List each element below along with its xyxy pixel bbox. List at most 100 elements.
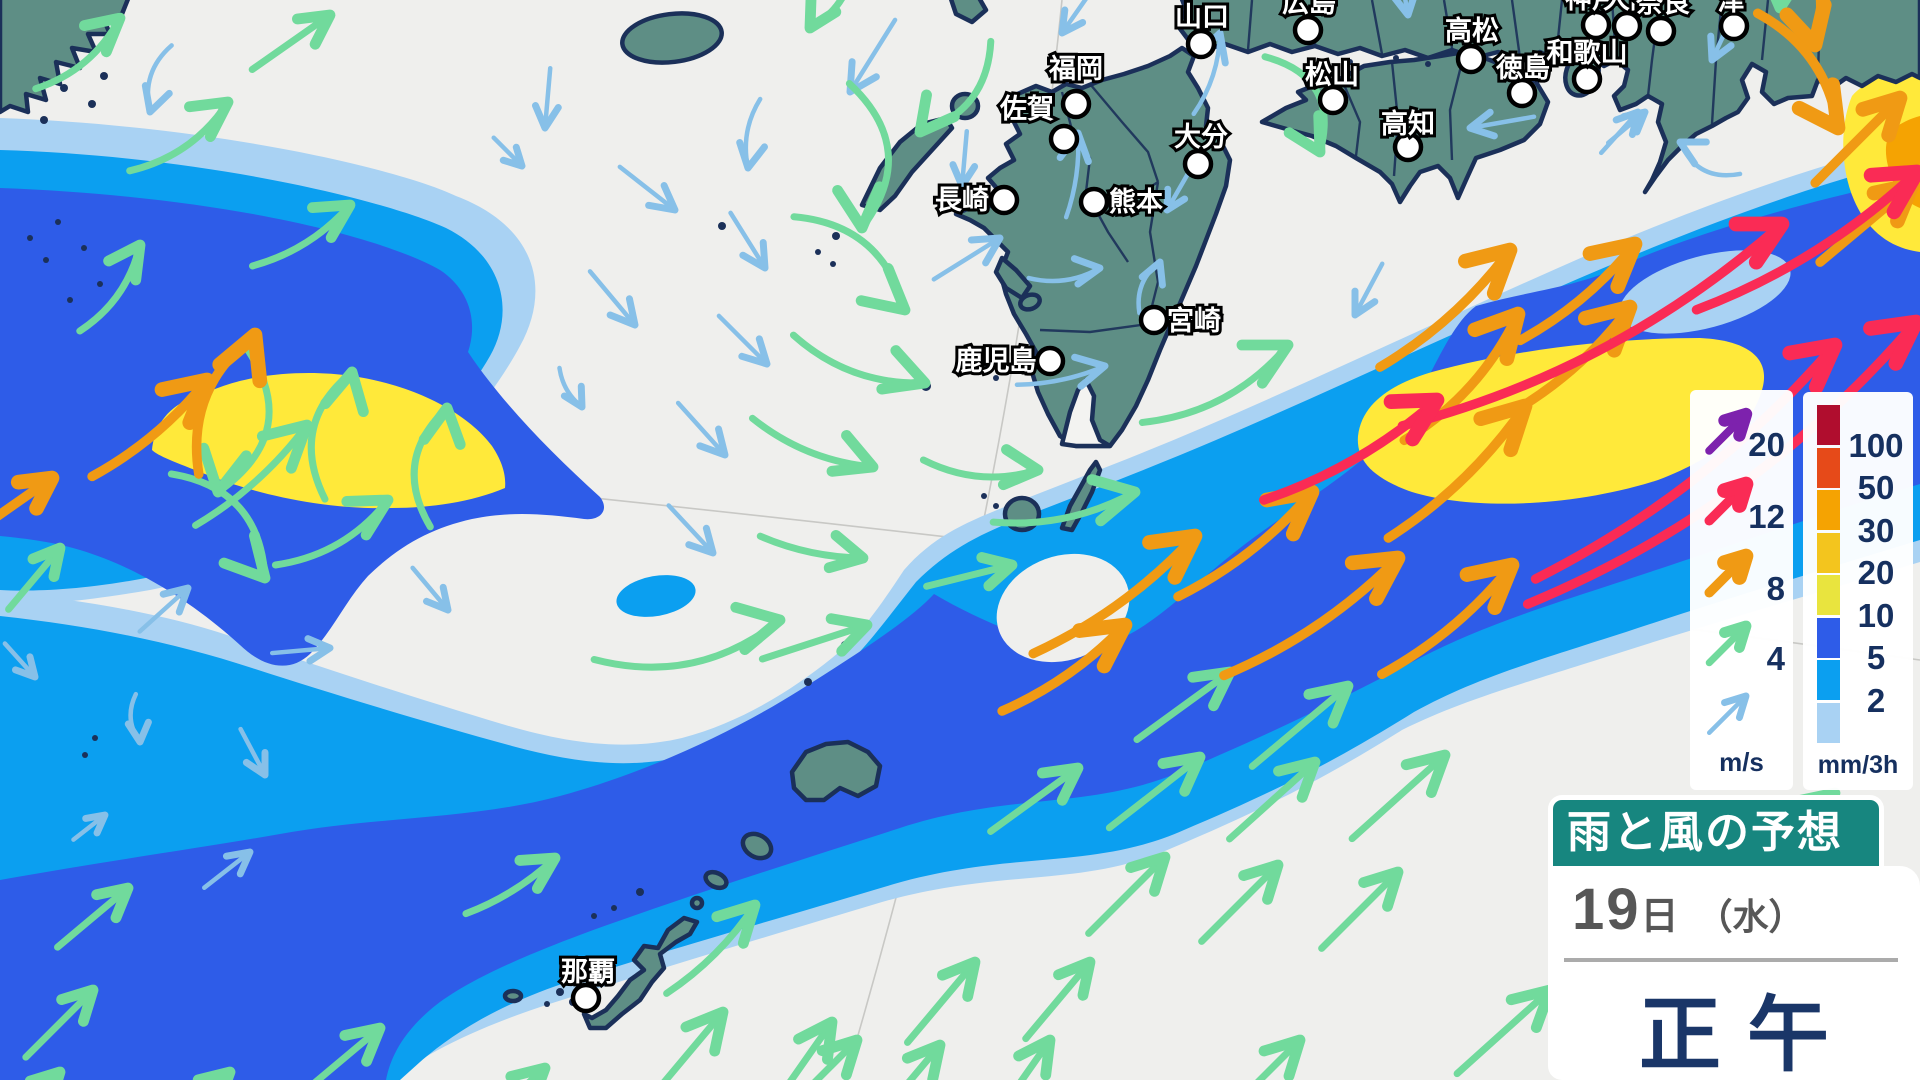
wind-arrow	[0, 470, 60, 521]
rain-area-intense	[1357, 338, 1765, 504]
wind-arrow	[54, 882, 134, 951]
wind-arrow	[812, 1034, 863, 1080]
city-marker	[1645, 15, 1677, 47]
wind-arrow	[410, 402, 466, 531]
precip-legend-block	[1817, 532, 1840, 573]
wind-arrow	[1351, 261, 1385, 319]
islet-dot	[556, 988, 564, 996]
islet-dot	[981, 493, 987, 499]
precip-legend-block	[1817, 490, 1840, 530]
city-marker-group: 宮崎	[1138, 302, 1224, 339]
wind-arrow	[1255, 1034, 1306, 1080]
precip-legend-block	[1817, 575, 1840, 615]
islet-dot	[718, 222, 726, 230]
wind-arrow	[126, 96, 234, 175]
city-marker	[1138, 304, 1170, 336]
wind-arrow	[587, 269, 639, 329]
wind-arrow	[71, 811, 109, 842]
islet-dot	[67, 297, 73, 303]
islet-dot	[591, 913, 597, 919]
precip-legend-block	[1817, 405, 1840, 445]
city-marker-group: 那覇	[558, 954, 618, 1014]
wind-arrow	[1704, 548, 1754, 598]
city-label: 山口	[1175, 2, 1229, 32]
wind-arrow	[1259, 392, 1445, 505]
precip-legend-block	[1817, 617, 1840, 658]
city-marker	[1048, 123, 1080, 155]
wind-arrow	[192, 1066, 236, 1080]
wind-arrow	[491, 135, 526, 170]
forecast-title-text: 雨と風の予想	[1567, 808, 1843, 857]
city-label: 高知	[1381, 108, 1435, 139]
precip-legend-block	[1817, 702, 1840, 743]
wind-arrow	[137, 584, 192, 634]
land-honshu	[1175, 0, 1920, 195]
wind-arrow	[923, 552, 1018, 592]
land-kume	[502, 988, 524, 1004]
city-marker	[570, 982, 602, 1014]
islet-dot	[544, 1001, 550, 1007]
wind-arrow	[1704, 476, 1754, 526]
wind-arrow	[1779, 0, 1832, 53]
precip-legend-value: 100	[1848, 426, 1904, 464]
islet-dot	[92, 735, 98, 741]
islet-dot	[88, 100, 96, 108]
wind-legend-arrow-20	[1705, 407, 1753, 455]
wind-arrow	[1375, 242, 1518, 372]
wind-arrow	[1219, 550, 1406, 681]
precip-legend-value: 5	[1866, 639, 1886, 676]
city-marker	[1034, 345, 1066, 377]
date-weekday: （水）	[1696, 896, 1805, 937]
city-marker-group: 長崎	[932, 182, 1020, 218]
islet-dot	[97, 281, 103, 287]
wind-arrow	[1022, 956, 1096, 1043]
land-yoron	[689, 895, 705, 911]
islet-dot	[993, 503, 999, 509]
wind-arrow	[728, 210, 769, 272]
wind-arrow	[557, 365, 586, 411]
divider	[1564, 958, 1898, 962]
wind-arrow	[1248, 680, 1354, 770]
city-marker-group: 神戸	[1562, 0, 1622, 41]
city-label: 神戸	[1565, 0, 1619, 14]
islet-dot	[1425, 61, 1431, 67]
islet-dot	[100, 72, 108, 80]
islet-dot	[611, 905, 617, 911]
city-marker-group: 山口	[1172, 0, 1232, 60]
islet-dot	[636, 888, 644, 896]
city-label: 福岡	[1048, 54, 1103, 84]
wind-arrow	[1752, 8, 1846, 136]
islet-dot	[55, 219, 61, 225]
islet-dot	[830, 261, 836, 267]
land-okinoerabu	[703, 869, 729, 891]
precip-legend-block	[1817, 660, 1840, 700]
land-amami	[789, 739, 883, 803]
city-marker-group: 大分	[1171, 119, 1231, 180]
wind-arrow	[1391, 0, 1417, 19]
city-marker-group: 大阪	[1600, 0, 1660, 42]
wind-arrow	[1058, 0, 1088, 37]
wind-arrow	[617, 164, 679, 214]
wind-arrow	[1198, 859, 1284, 945]
city-marker	[1571, 63, 1603, 95]
wind-arrow	[1770, 0, 1792, 14]
forecast-time: 正午	[1638, 990, 1855, 1080]
city-marker-group: 津	[1715, 0, 1750, 42]
wind-speed-legend: m/s 20 12 8 4	[1690, 390, 1793, 790]
wind-arrow	[1105, 751, 1206, 832]
wind-arrow	[531, 65, 562, 132]
precip-legend: mm/3h 100 50 30 20 10 5 2	[1803, 392, 1913, 790]
city-marker	[1611, 10, 1643, 42]
precip-legend-value: 50	[1857, 469, 1895, 506]
wind-arrow	[832, 80, 892, 234]
islet-dot	[804, 678, 812, 686]
wind-arrow	[1605, 108, 1649, 146]
city-label: 松山	[1305, 60, 1359, 90]
wind-arrow	[661, 1006, 729, 1080]
wind-arrow	[87, 372, 215, 482]
wind-arrow	[5, 542, 66, 613]
islet-dot	[60, 84, 68, 92]
wind-arrow	[675, 400, 729, 459]
